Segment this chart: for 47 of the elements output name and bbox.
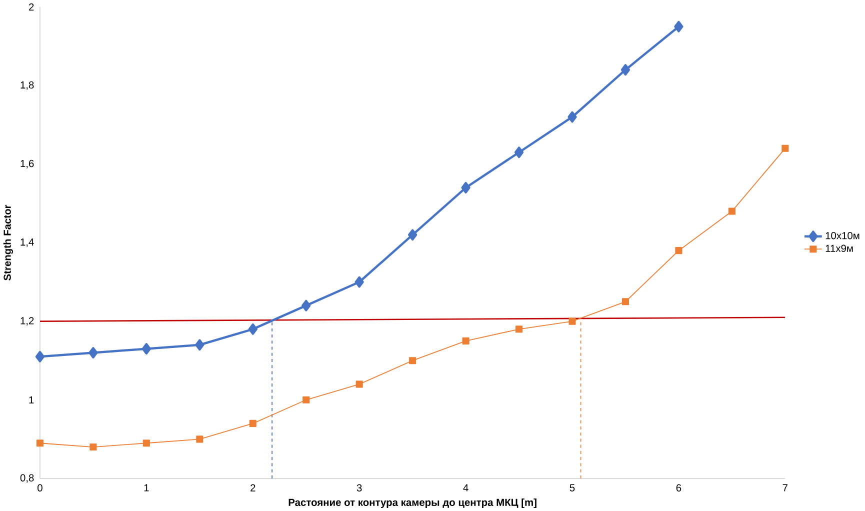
point	[142, 439, 150, 446]
x-tick-label: 3	[356, 484, 362, 492]
point	[462, 337, 470, 344]
point	[622, 298, 629, 305]
point	[142, 342, 151, 354]
point	[728, 208, 736, 215]
point	[568, 111, 577, 122]
point	[248, 323, 258, 335]
point	[35, 350, 45, 362]
point	[408, 228, 418, 240]
point	[88, 346, 98, 358]
point	[568, 318, 576, 325]
point	[249, 420, 256, 427]
point	[514, 146, 524, 158]
point	[461, 182, 470, 194]
x-tick-label: 2	[250, 484, 256, 492]
y-tick-label: 1,2	[20, 316, 34, 326]
y-tick-label: 1,8	[20, 81, 34, 90]
y-tick-label: 1,6	[20, 160, 34, 168]
point	[195, 338, 204, 350]
point	[302, 396, 310, 404]
x-tick-label: 6	[676, 484, 682, 492]
y-tick-label: 1	[29, 396, 34, 404]
point	[196, 435, 204, 442]
y-axis-title: Strength Factor	[3, 204, 13, 280]
legend-label: 10x10м	[826, 232, 860, 240]
x-axis-title: Растояние от контура камеры до центра МКЦ [m]	[288, 498, 536, 508]
point	[674, 20, 684, 32]
point	[356, 380, 363, 388]
point	[515, 325, 523, 332]
point	[782, 144, 789, 152]
x-tick-label: 0	[38, 484, 42, 492]
point	[675, 246, 682, 254]
y-tick-label: 0,8	[20, 474, 34, 482]
point	[90, 443, 97, 450]
point	[302, 300, 311, 312]
x-tick-label: 5	[570, 484, 575, 492]
x-tick-label: 4	[463, 484, 468, 492]
x-tick-label: 7	[782, 484, 788, 492]
point	[620, 64, 630, 76]
x-tick-label: 1	[144, 484, 149, 492]
legend-label: 11x9м	[826, 244, 853, 252]
y-tick-label: 2	[29, 3, 34, 10]
point	[354, 276, 364, 288]
point	[36, 439, 44, 446]
point	[409, 356, 416, 364]
y-tick-label: 1,4	[20, 238, 34, 247]
